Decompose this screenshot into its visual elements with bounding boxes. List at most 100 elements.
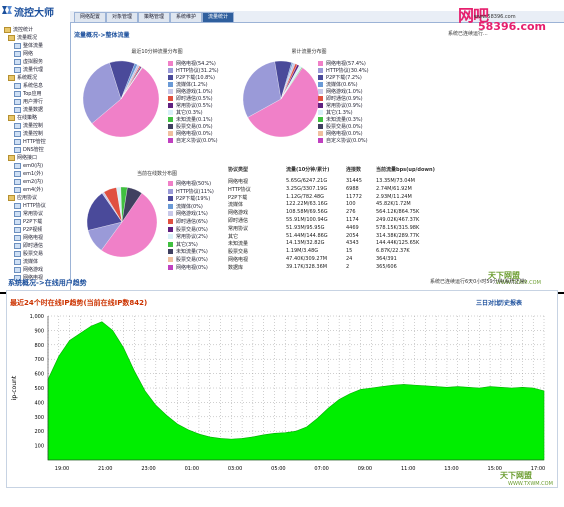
legend-label: 网络电视(54.2%) (176, 61, 216, 67)
sidebar-item[interactable]: 系统概况 (8, 74, 37, 81)
sidebar-item[interactable]: em0(内) (14, 162, 43, 169)
sidebar-item[interactable]: HTTP管控 (14, 138, 46, 145)
sidebar-item[interactable]: 常用协议 (14, 210, 43, 217)
x-tick-label: 07:00 (314, 466, 328, 472)
tab-policy-manage[interactable]: 策略管理 (138, 12, 170, 22)
table-cell: 45.82K/1.72M (376, 201, 411, 208)
sidebar-item[interactable]: 网络游戏 (14, 266, 43, 273)
sidebar-item[interactable]: 即时通信 (14, 242, 43, 249)
legend-label: 未知流量(0.3%) (326, 117, 363, 123)
pie3-chart (86, 186, 158, 258)
sidebar-item[interactable]: P2P下载 (14, 218, 42, 225)
legend-swatch (318, 138, 323, 143)
legend-entry: HTTP协议(31.2%) (168, 67, 219, 74)
watermark-url: www.58396.com (474, 14, 516, 20)
tab-system-maintain[interactable]: 系统维护 (170, 12, 202, 22)
legend-entry: 常用协议(2%) (168, 233, 208, 240)
breadcrumb-bottom: 系统概况->在线用户趋势 (8, 279, 87, 287)
sidebar-item[interactable]: 流量概况 (8, 34, 37, 41)
sidebar-item[interactable]: 流量控制 (14, 130, 43, 137)
sidebar-item[interactable]: 流媒体 (14, 258, 38, 265)
sidebar-item[interactable]: 网络电视 (14, 274, 43, 281)
sidebar-item[interactable]: 系统信息 (14, 82, 43, 89)
y-tick-label: 800 (34, 343, 44, 349)
sidebar-item[interactable]: 应用协议 (8, 194, 37, 201)
legend-entry: 股票交易(0%) (168, 226, 208, 233)
watermark-logo: 网吧 (458, 6, 489, 25)
page-icon (14, 178, 21, 185)
legend-swatch (318, 75, 323, 80)
sidebar-item[interactable]: 网络电视 (14, 234, 43, 241)
table-cell: 578.15K/315.98K (376, 224, 420, 231)
legend-swatch (318, 96, 323, 101)
legend-swatch (168, 226, 173, 232)
tab-object-manage[interactable]: 对象管理 (106, 12, 138, 22)
sidebar-item[interactable]: DNS管控 (14, 146, 44, 153)
sidebar-item-label: 流控统计 (13, 27, 34, 33)
legend-swatch (318, 131, 323, 136)
y-tick-label: 700 (34, 357, 44, 363)
pie-slice (86, 193, 123, 231)
legend-entry: 流媒体(1.2%) (168, 81, 208, 88)
page-icon (14, 218, 21, 225)
sidebar-item-label: em0(内) (23, 163, 44, 169)
sidebar-item-label: 网络电视 (23, 235, 44, 241)
sidebar-item[interactable]: 整体流量 (14, 42, 43, 49)
legend-entry: 股票交易(0.0%) (318, 123, 363, 130)
three-day-compare-link[interactable]: 三日对比 (476, 300, 501, 307)
sidebar-item-label: 股票交易 (23, 251, 44, 257)
chart-title: 最近24个时在线IP趋势(当前在线IP数842) (10, 299, 148, 307)
legend-swatch (168, 82, 173, 87)
sidebar-item[interactable]: 网络接口 (8, 154, 37, 161)
tab-network-config[interactable]: 网络配置 (74, 12, 106, 22)
x-tick-label: 13:00 (444, 466, 458, 472)
sidebar-item[interactable]: 虚拟服务 (14, 58, 43, 65)
table-cell: 1174 (346, 217, 359, 223)
sidebar-item[interactable]: HTTP协议 (14, 202, 46, 209)
table-cell: P2P下载 (228, 194, 248, 201)
sidebar-item[interactable]: 网络 (14, 50, 33, 57)
table-cell: 数据库 (228, 264, 244, 271)
sidebar-item[interactable]: em4(外) (14, 186, 43, 193)
legend-entry: 网络游戏(1.0%) (168, 88, 213, 95)
history-report-link[interactable]: 历史报表 (498, 300, 523, 307)
sidebar-item[interactable]: em1(外) (14, 170, 43, 177)
legend-entry: 股票交易(0%) (168, 256, 208, 263)
legend-entry: 未知流量(7%) (168, 248, 208, 255)
tab-traffic-stats[interactable]: 流量统计 (202, 12, 234, 22)
legend-entry: 网络电视(0.0%) (318, 130, 363, 137)
pie-slice (247, 67, 320, 138)
table-header: 流量(10分钟/累计) (286, 167, 330, 173)
folder-icon (8, 194, 15, 201)
table-cell: 网络电视 (228, 179, 249, 185)
sidebar-item[interactable]: 股票交易 (14, 250, 43, 257)
legend-entry: P2P下载(7.2%) (318, 74, 362, 81)
legend-swatch (168, 89, 173, 94)
legend-label: 其它(3%) (176, 241, 198, 248)
sidebar-item[interactable]: 用户排行 (14, 98, 43, 105)
sidebar-item[interactable]: em2(内) (14, 178, 43, 185)
sidebar-item[interactable]: 流量代理 (14, 66, 43, 73)
sidebar-item[interactable]: 流量控制 (14, 122, 43, 129)
table-cell: 364/391 (376, 256, 397, 262)
legend-label: 股票交易(0%) (176, 257, 208, 263)
legend-entry: 流媒体(0.6%) (318, 81, 358, 88)
folder-icon (8, 34, 15, 41)
sidebar-item[interactable]: 流量数据 (14, 106, 43, 113)
legend-swatch (168, 138, 173, 143)
legend-label: P2P下载(19%) (176, 196, 211, 203)
sidebar-item[interactable]: P2P视频 (14, 226, 42, 233)
sidebar: 流控统计 流量概况 整体流量 网络 虚拟服务 流量代理 系统概况 系统信息 Top应用 用户排行流… (0, 22, 71, 290)
y-axis-label: ip-count (11, 375, 18, 400)
pie-slice (121, 187, 142, 223)
x-tick-label: 21:00 (98, 466, 112, 472)
table-cell: 股票交易 (228, 249, 249, 256)
pie-slice (101, 192, 158, 258)
pie-slice (280, 67, 303, 100)
sidebar-item-label: 常用协议 (23, 211, 44, 217)
sidebar-item[interactable]: 在线策略 (8, 114, 37, 121)
legend-swatch (168, 131, 173, 136)
sidebar-item[interactable]: Top应用 (14, 90, 41, 97)
legend-label: 网络电视(50%) (176, 181, 212, 187)
sidebar-item[interactable]: 流控统计 (4, 26, 33, 33)
